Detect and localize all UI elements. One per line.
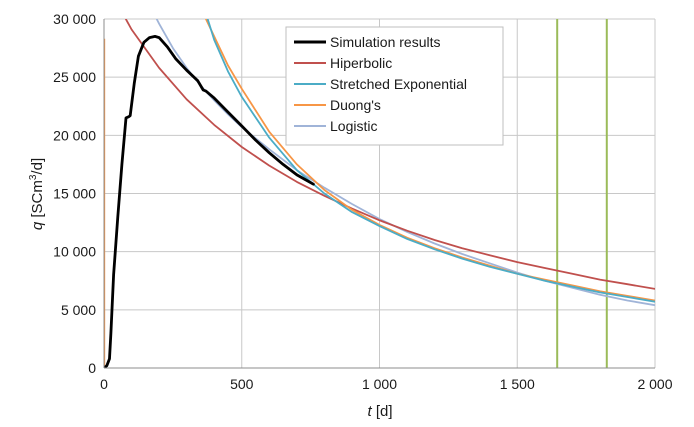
y-axis-unit-pre: [SCm	[29, 180, 46, 222]
legend-label-logistic: Logistic	[330, 118, 377, 134]
series-line-stretched-exponential	[206, 19, 655, 303]
y-tick-label: 10 000	[53, 244, 96, 260]
y-axis-title: q [SCm3/d]	[28, 158, 46, 230]
y-tick-label: 25 000	[53, 69, 96, 85]
series-line-simulation-results	[104, 35, 315, 368]
x-axis-symbol: t	[367, 403, 372, 420]
legend-label-simulation-results: Simulation results	[330, 34, 441, 50]
series-line-duong-s	[204, 19, 655, 302]
x-tick-label: 1 000	[362, 376, 397, 392]
y-tick-label: 0	[88, 360, 96, 376]
x-tick-label: 0	[100, 376, 108, 392]
x-axis-title: t [d]	[367, 403, 392, 420]
vertical-marker-lines	[556, 19, 608, 368]
series-line-hiperbolic	[124, 19, 655, 290]
x-tick-label: 500	[230, 376, 254, 392]
legend-label-duong-s: Duong's	[330, 97, 381, 113]
legend-label-stretched-exponential: Stretched Exponential	[330, 76, 467, 92]
y-axis-symbol: q	[29, 221, 46, 230]
y-tick-labels: 0 5 000 10 000 15 000 20 000 25 000 30 000	[53, 11, 96, 376]
y-tick-label: 5 000	[61, 302, 96, 318]
x-tick-labels: 0 500 1 000 1 500 2 000	[100, 376, 673, 392]
y-axis-unit-post: /d]	[29, 158, 46, 175]
y-axis-unit-sup: 3	[28, 174, 39, 180]
y-tick-label: 20 000	[53, 127, 96, 143]
legend: Simulation results Hiperbolic Stretched Ex…	[285, 26, 504, 146]
x-tick-label: 1 500	[500, 376, 535, 392]
y-tick-label: 30 000	[53, 11, 96, 27]
x-axis-unit: [d]	[372, 403, 393, 420]
legend-label-hiperbolic: Hiperbolic	[330, 55, 392, 71]
series-lines	[104, 19, 655, 368]
y-tick-label: 15 000	[53, 186, 96, 202]
x-tick-label: 2 000	[637, 376, 672, 392]
